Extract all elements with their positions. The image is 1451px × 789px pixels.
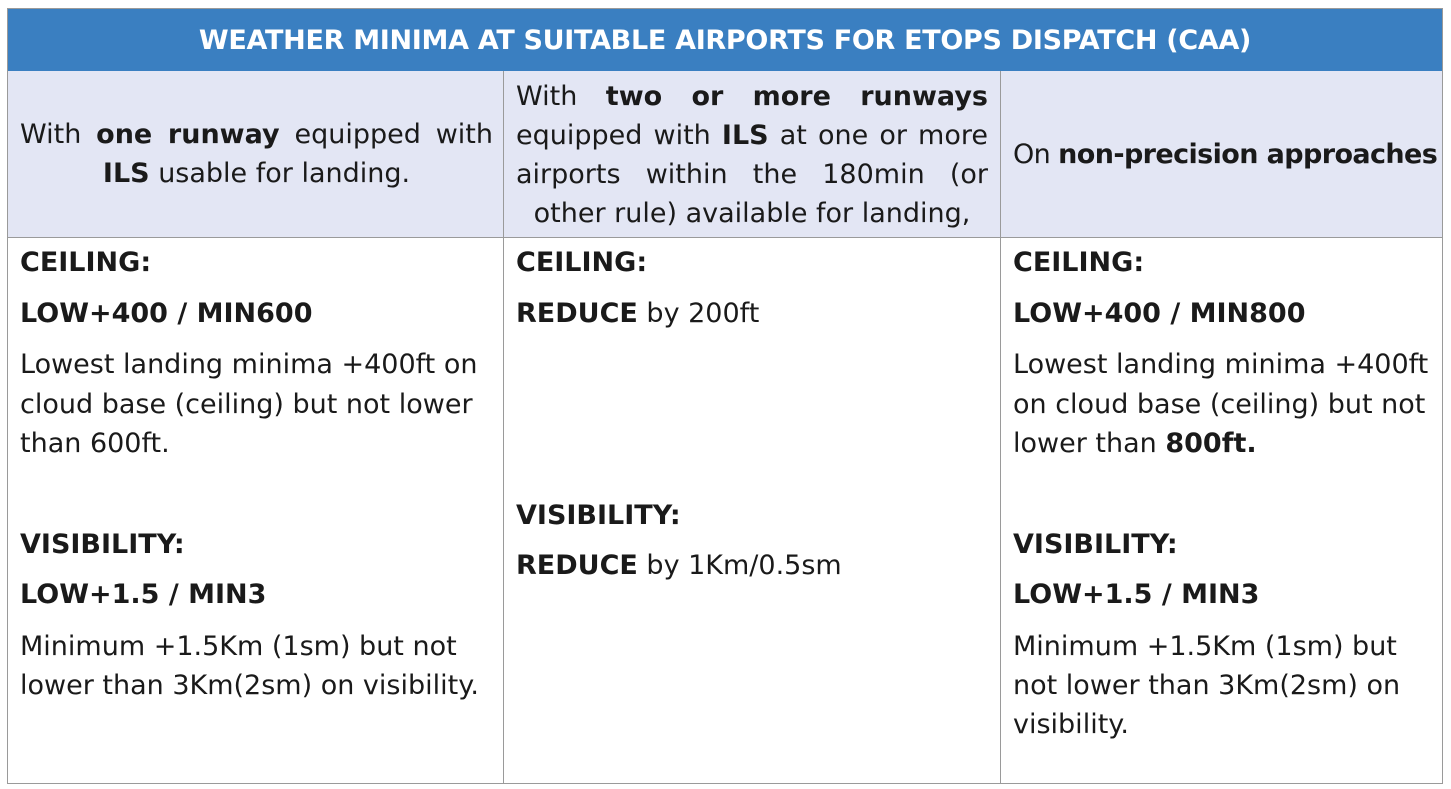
reduce-keyword: REDUCE [516,298,638,329]
body-cell-non-precision: CEILING: LOW+400 / MIN800 Lowest landing… [1001,237,1442,783]
reduce-amount: by 200ft [637,298,760,329]
visibility-label: VISIBILITY: [1013,529,1178,560]
visibility-value: LOW+1.5 / MIN3 [20,579,267,610]
visibility-desc-line: Minimum +1.5Km (1sm) but not [20,631,457,662]
header-text-part: equipped with [279,119,493,150]
visibility-desc-line: visibility. [1013,709,1129,740]
reduce-amount: by 1Km/0.5sm [637,550,842,581]
ceiling-label: CEILING: [1013,247,1145,278]
visibility-label: VISIBILITY: [20,529,185,560]
table-title: WEATHER MINIMA AT SUITABLE AIRPORTS FOR … [8,9,1442,72]
header-text-part: usable for landing. [149,158,411,189]
visibility-desc-line: not lower than 3Km(2sm) on [1013,670,1401,701]
ceiling-value: LOW+400 / MIN600 [20,298,313,329]
header-cell-non-precision: On non-precision approaches [1001,71,1442,237]
ceiling-label: CEILING: [20,247,152,278]
header-text-part: With [516,81,606,112]
header-bold-part: one runway [96,119,280,150]
header-text: With two or more runways equipped with I… [516,77,988,233]
header-bold-part: ILS [721,120,769,151]
ceiling-desc-line: lower than 800ft. [1013,424,1257,464]
ceiling-label: CEILING: [516,247,648,278]
ceiling-desc-line: on cloud base (ceiling) but not [1013,389,1426,420]
reduce-keyword: REDUCE [516,550,638,581]
visibility-label: VISIBILITY: [516,500,681,531]
ceiling-desc-bold: 800ft. [1165,428,1257,459]
header-text: With one runway equipped with ILS usable… [20,115,493,193]
etops-minima-table: WEATHER MINIMA AT SUITABLE AIRPORTS FOR … [7,8,1443,784]
ceiling-desc-line: Lowest landing minima +400ft on [20,349,478,380]
header-text-part: With [20,119,97,150]
ceiling-reduce: REDUCE by 200ft [516,294,759,334]
header-bold-part: two or more runways [605,81,988,112]
header-text: On non-precision approaches [1013,135,1438,174]
header-cell-one-runway: With one runway equipped with ILS usable… [8,71,504,237]
visibility-reduce: REDUCE by 1Km/0.5sm [516,546,842,586]
ceiling-desc-line: than 600ft. [20,428,170,459]
body-cell-one-runway: CEILING: LOW+400 / MIN600 Lowest landing… [8,237,504,783]
header-bold-part: non-precision approaches [1058,138,1438,170]
header-text-part: at one or more airports within the 180mi… [516,120,988,229]
header-cell-two-runways: With two or more runways equipped with I… [504,71,1001,237]
visibility-desc-line: lower than 3Km(2sm) on visibility. [20,670,479,701]
header-bold-part: ILS [102,158,150,189]
ceiling-desc-line: cloud base (ceiling) but not lower [20,389,473,420]
header-text-part: equipped with [516,120,722,151]
body-cell-two-runways: CEILING: REDUCE by 200ft VISIBILITY: RED… [504,237,1001,783]
visibility-value: LOW+1.5 / MIN3 [1013,579,1260,610]
ceiling-desc-line: Lowest landing minima +400ft [1013,349,1429,380]
visibility-desc-line: Minimum +1.5Km (1sm) but [1013,631,1397,662]
header-text-part: On [1013,138,1059,170]
ceiling-desc-text: lower than [1013,428,1166,459]
ceiling-value: LOW+400 / MIN800 [1013,298,1306,329]
